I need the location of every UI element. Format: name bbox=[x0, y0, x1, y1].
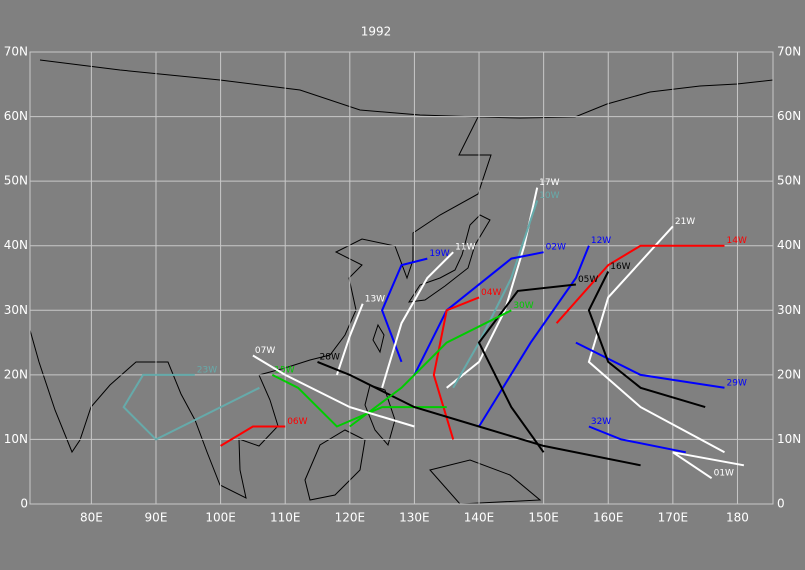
storm-label: 30W bbox=[513, 301, 533, 311]
storm-label: 10W bbox=[539, 191, 559, 201]
storm-track bbox=[588, 425, 686, 454]
storm-label: 14W bbox=[727, 236, 747, 246]
storm-track bbox=[349, 309, 512, 428]
x-tick-label: 80E bbox=[80, 511, 103, 525]
y-tick-label: 50N bbox=[4, 174, 28, 188]
storm-track bbox=[381, 251, 454, 389]
storm-track bbox=[575, 341, 725, 389]
coastline bbox=[39, 59, 481, 118]
y-tick-label: 70N bbox=[4, 45, 28, 59]
storm-track bbox=[317, 360, 641, 467]
storm-label: 12W bbox=[591, 236, 611, 246]
storm-track bbox=[587, 271, 706, 409]
storm-label: 11W bbox=[455, 243, 475, 253]
coastline bbox=[372, 323, 385, 354]
storm-label: 01W bbox=[714, 469, 734, 479]
coastline bbox=[429, 459, 542, 505]
coastline bbox=[29, 79, 774, 499]
coastline bbox=[304, 429, 366, 501]
storm-label: 32W bbox=[591, 417, 611, 427]
storm-track bbox=[672, 451, 745, 480]
x-tick-label: 110E bbox=[270, 511, 301, 525]
y-tick-label: 60N bbox=[4, 109, 28, 123]
storm-track bbox=[413, 251, 544, 376]
y-tick-label: 30N bbox=[777, 303, 801, 317]
y-tick-label: 40N bbox=[777, 238, 801, 252]
y-tick-label: 70N bbox=[777, 45, 801, 59]
storm-track bbox=[335, 303, 364, 376]
storm-track bbox=[477, 283, 577, 453]
x-tick-label: 90E bbox=[145, 511, 168, 525]
storm-label: 07W bbox=[255, 346, 275, 356]
x-tick-label: 130E bbox=[399, 511, 430, 525]
storm-label: 13W bbox=[365, 294, 385, 304]
storm-track bbox=[452, 200, 539, 389]
x-tick-label: 180 bbox=[726, 511, 749, 525]
y-tick-label: 40N bbox=[4, 238, 28, 252]
storm-label: 06W bbox=[287, 417, 307, 427]
y-tick-label: 0 bbox=[20, 497, 28, 511]
storm-track bbox=[252, 354, 415, 428]
y-tick-label: 10N bbox=[4, 432, 28, 446]
coastline bbox=[407, 214, 491, 303]
storm-label: 15W bbox=[274, 365, 294, 375]
storm-label: 05W bbox=[578, 275, 598, 285]
storm-label: 23W bbox=[197, 365, 217, 375]
storm-label: 02W bbox=[546, 243, 566, 253]
storm-label: 21W bbox=[675, 217, 695, 227]
y-tick-label: 0 bbox=[777, 497, 785, 511]
x-tick-label: 150E bbox=[528, 511, 559, 525]
storm-label: 04W bbox=[481, 288, 501, 298]
x-tick-label: 140E bbox=[464, 511, 495, 525]
storm-track bbox=[587, 225, 725, 454]
coastline bbox=[364, 384, 396, 447]
storm-track bbox=[555, 244, 725, 324]
y-tick-label: 30N bbox=[4, 303, 28, 317]
storm-label: 28W bbox=[320, 352, 340, 362]
x-tick-label: 170E bbox=[658, 511, 689, 525]
y-tick-label: 20N bbox=[777, 367, 801, 381]
map-frame bbox=[29, 51, 774, 505]
storm-track bbox=[478, 245, 590, 428]
storm-label: 16W bbox=[610, 262, 630, 272]
storm-label: 17W bbox=[539, 178, 559, 188]
storm-label: 19W bbox=[429, 249, 449, 259]
storm-track bbox=[381, 257, 428, 363]
y-tick-label: 50N bbox=[777, 174, 801, 188]
storm-track bbox=[220, 425, 286, 447]
x-tick-label: 120E bbox=[335, 511, 366, 525]
y-tick-label: 60N bbox=[777, 109, 801, 123]
y-tick-label: 20N bbox=[4, 367, 28, 381]
storm-track bbox=[271, 374, 447, 428]
x-tick-label: 100E bbox=[205, 511, 236, 525]
map-title: 1992 bbox=[361, 25, 392, 39]
coastlines bbox=[29, 59, 774, 505]
storm-label: 29W bbox=[727, 378, 747, 388]
y-tick-label: 10N bbox=[777, 432, 801, 446]
x-tick-label: 160E bbox=[593, 511, 624, 525]
storm-track bbox=[122, 373, 260, 441]
